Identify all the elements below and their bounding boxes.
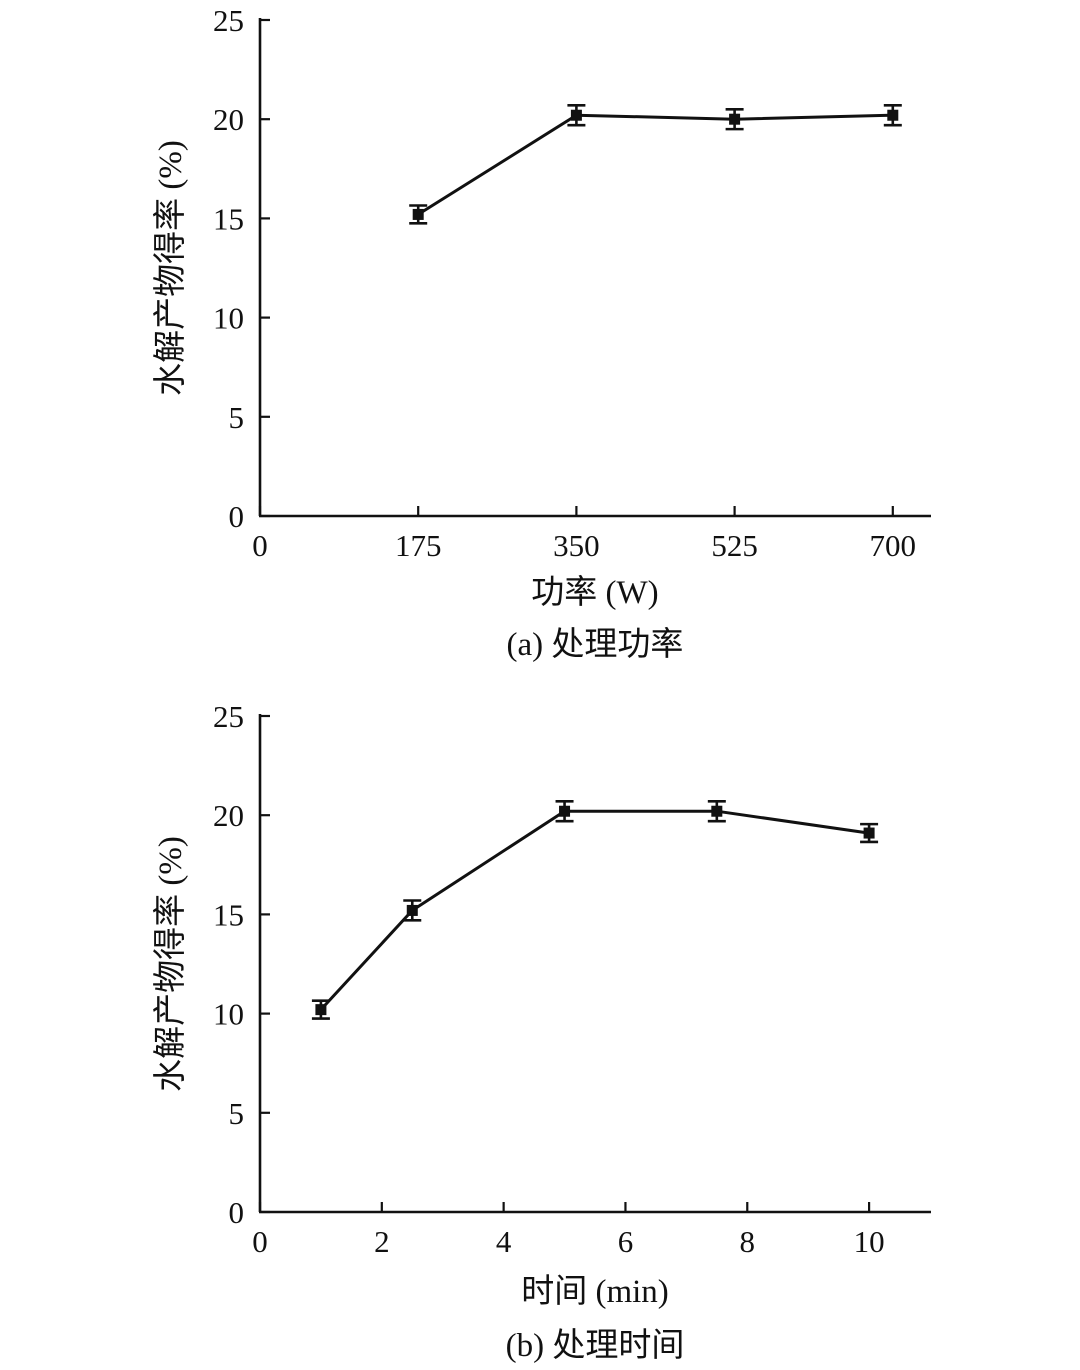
x-axis-title-b: 时间 (min)	[521, 1274, 669, 1310]
x-tick-label: 8	[740, 1224, 756, 1259]
x-tick-label: 4	[496, 1224, 512, 1259]
data-point-marker	[406, 904, 418, 916]
x-tick-label: 175	[395, 528, 442, 563]
y-tick-label: 15	[213, 897, 244, 932]
y-tick-label: 5	[229, 1096, 245, 1131]
x-tick-label: 0	[252, 1224, 268, 1259]
y-tick-label: 5	[229, 400, 245, 435]
x-axis-title-a: 功率 (W)	[531, 574, 658, 611]
y-ticks-b: 0 5 10 15 20 25	[213, 699, 270, 1230]
y-tick-label: 20	[213, 798, 244, 833]
y-tick-label: 10	[213, 301, 244, 336]
y-axis-title-a: 水解产物得率 (%)	[152, 140, 189, 396]
y-tick-label: 25	[213, 699, 244, 734]
data-point-marker	[887, 109, 899, 121]
y-tick-label: 10	[213, 997, 244, 1032]
data-point-marker	[729, 113, 741, 125]
data-point-marker	[559, 805, 571, 817]
y-tick-label: 20	[213, 102, 244, 137]
chart-panel-b: 0 5 10 15 20 25 0 2 4 6 8 10 时间 (min) 水解产物得率 (%) (…	[152, 699, 931, 1364]
x-tick-label: 6	[618, 1224, 634, 1259]
x-tick-label: 700	[870, 528, 917, 563]
y-tick-label: 25	[213, 3, 244, 38]
x-tick-label: 10	[854, 1224, 885, 1259]
x-tick-label: 2	[374, 1224, 390, 1259]
y-ticks-a: 0 5 10 15 20 25	[213, 3, 270, 534]
chart-panel-a: 0 5 10 15 20 25 0 175 350 525 700 功率 (W) 水解产物得率 (…	[152, 3, 931, 663]
x-tick-label: 350	[553, 528, 600, 563]
data-point-marker	[412, 208, 424, 220]
y-tick-label: 0	[229, 1195, 245, 1230]
series-line-b	[319, 809, 870, 1011]
x-tick-label: 0	[252, 528, 268, 563]
x-ticks-a: 0 175 350 525 700	[252, 506, 916, 563]
data-point-marker	[315, 1004, 327, 1016]
series-line-a	[417, 113, 893, 216]
plot-area-b	[311, 800, 879, 1020]
x-tick-label: 525	[711, 528, 758, 563]
caption-b: (b) 处理时间	[506, 1327, 685, 1364]
data-point-marker	[570, 109, 582, 121]
data-point-marker	[711, 805, 723, 817]
caption-a: (a) 处理功率	[507, 626, 684, 663]
y-axis-title-b: 水解产物得率 (%)	[152, 836, 189, 1092]
plot-area-a	[409, 104, 902, 225]
x-ticks-b: 0 2 4 6 8 10	[252, 1202, 885, 1259]
data-point-marker	[863, 827, 875, 839]
y-tick-label: 0	[229, 499, 245, 534]
y-tick-label: 15	[213, 201, 244, 236]
